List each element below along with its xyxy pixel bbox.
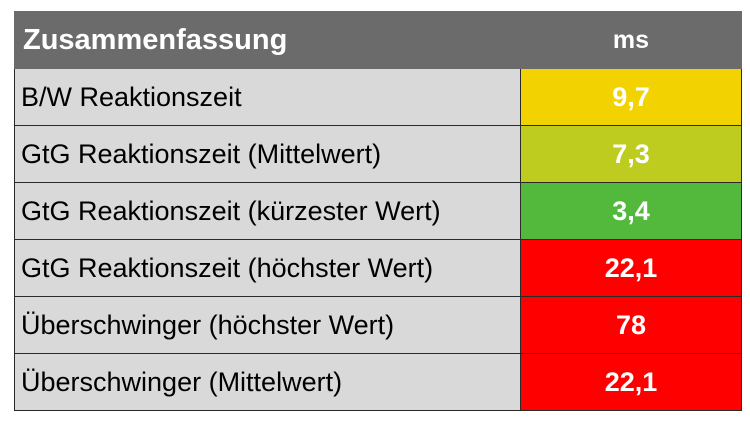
row-label: GtG Reaktionszeit (Mittelwert) bbox=[14, 125, 521, 183]
table-row: Überschwinger (höchster Wert) 78 bbox=[14, 296, 742, 354]
table-title: Zusammenfassung bbox=[14, 11, 521, 69]
unit-header: ms bbox=[520, 11, 742, 69]
row-value: 9,7 bbox=[520, 68, 742, 126]
summary-table: Zusammenfassung ms B/W Reaktionszeit 9,7… bbox=[14, 11, 742, 411]
row-label: Überschwinger (höchster Wert) bbox=[14, 296, 521, 354]
table-row: Überschwinger (Mittelwert) 22,1 bbox=[14, 353, 742, 411]
row-value: 22,1 bbox=[520, 239, 742, 297]
row-value: 7,3 bbox=[520, 125, 742, 183]
row-value: 3,4 bbox=[520, 182, 742, 240]
table-row: GtG Reaktionszeit (Mittelwert) 7,3 bbox=[14, 125, 742, 183]
row-label: GtG Reaktionszeit (kürzester Wert) bbox=[14, 182, 521, 240]
header-row: Zusammenfassung ms bbox=[14, 11, 742, 69]
row-value: 78 bbox=[520, 296, 742, 354]
row-label: GtG Reaktionszeit (höchster Wert) bbox=[14, 239, 521, 297]
row-value: 22,1 bbox=[520, 353, 742, 411]
table-row: GtG Reaktionszeit (kürzester Wert) 3,4 bbox=[14, 182, 742, 240]
row-label: B/W Reaktionszeit bbox=[14, 68, 521, 126]
table-row: B/W Reaktionszeit 9,7 bbox=[14, 68, 742, 126]
row-label: Überschwinger (Mittelwert) bbox=[14, 353, 521, 411]
table-row: GtG Reaktionszeit (höchster Wert) 22,1 bbox=[14, 239, 742, 297]
